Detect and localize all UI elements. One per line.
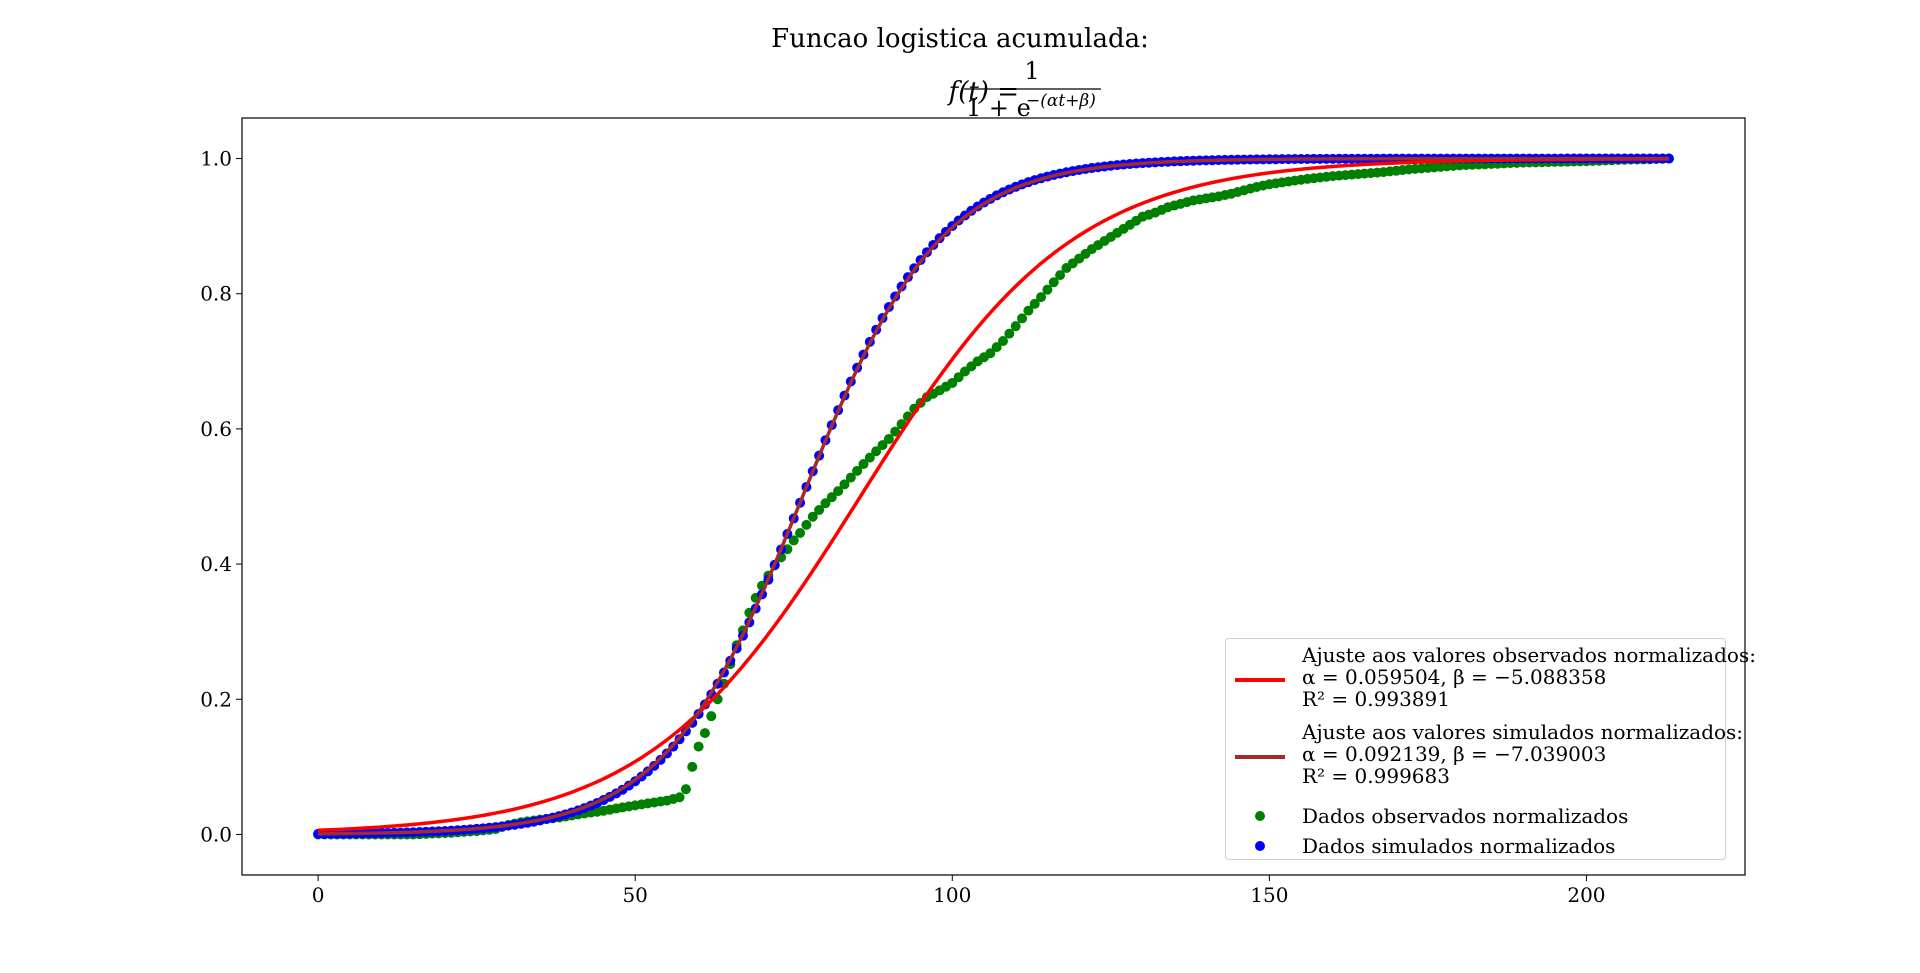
observed-point: [1010, 321, 1021, 332]
y-tick-label: 0.0: [200, 822, 232, 846]
observed-point: [814, 505, 825, 516]
observed-point: [1017, 313, 1028, 324]
observed-point: [674, 792, 685, 803]
legend-label-fit-observed-line2: α = 0.059504, β = −5.088358: [1302, 665, 1607, 689]
y-tick-label: 0.2: [200, 687, 232, 711]
x-tick-label: 100: [933, 883, 971, 907]
observed-point: [864, 452, 875, 463]
legend-swatch-fit-simulated: [1235, 755, 1285, 759]
formula-exponent: −(αt+β): [1026, 91, 1096, 111]
observed-point: [795, 527, 806, 538]
observed-point: [807, 511, 818, 522]
x-tick-label: 150: [1250, 883, 1288, 907]
chart-formula: f(t) =1 1 + e−(αt+β): [947, 57, 1101, 122]
y-tick-label: 0.4: [200, 552, 232, 576]
observed-point: [1048, 277, 1059, 288]
observed-point: [1029, 298, 1040, 309]
fit-line-observed: [318, 157, 1669, 833]
observed-point: [953, 372, 964, 383]
legend-label-fit-simulated-line3: R² = 0.999683: [1302, 764, 1450, 788]
observed-point: [693, 741, 704, 752]
legend-swatch-observed-data: [1255, 811, 1265, 821]
y-tick-label: 0.6: [200, 417, 232, 441]
formula-denominator: 1 + e: [966, 94, 1031, 122]
legend-label-simulated-data: Dados simulados normalizados: [1302, 834, 1616, 858]
observed-point: [833, 486, 844, 497]
formula-numerator: 1: [1024, 57, 1039, 85]
observed-point: [845, 472, 856, 483]
x-tick-label: 0: [312, 883, 325, 907]
x-tick-label: 200: [1567, 883, 1605, 907]
x-tick-label: 50: [622, 883, 647, 907]
formula-lhs: f(t) =: [947, 77, 1019, 107]
observed-point: [1004, 328, 1015, 339]
observed-point: [871, 446, 882, 457]
observed-point: [998, 336, 1009, 347]
legend-label-fit-simulated-line1: Ajuste aos valores simulados normalizado…: [1302, 720, 1744, 744]
observed-point: [947, 377, 958, 388]
observed-point: [877, 440, 888, 451]
observed-point: [858, 459, 869, 470]
y-tick-label: 1.0: [200, 147, 232, 171]
observed-point: [991, 342, 1002, 353]
observed-point: [883, 434, 894, 445]
observed-point: [788, 535, 799, 546]
observed-point: [1055, 270, 1066, 281]
observed-point: [1023, 305, 1034, 316]
legend-swatch-fit-observed: [1235, 678, 1285, 682]
fit-line-simulated: [318, 156, 1669, 836]
observed-point: [1036, 292, 1047, 303]
observed-point: [1042, 284, 1053, 295]
observed-point: [699, 728, 710, 739]
observed-point: [801, 519, 812, 530]
observed-point: [820, 498, 831, 509]
observed-point: [687, 761, 698, 772]
observed-point: [706, 711, 717, 722]
legend-label-observed-data: Dados observados normalizados: [1302, 804, 1629, 828]
observed-point: [890, 426, 901, 437]
legend-label-fit-simulated-line2: α = 0.092139, β = −7.039003: [1302, 742, 1607, 766]
y-tick-label: 0.8: [200, 282, 232, 306]
chart-legend: Ajuste aos valores observados normalizad…: [1225, 638, 1756, 860]
legend-label-fit-observed-line3: R² = 0.993891: [1302, 687, 1450, 711]
legend-label-fit-observed-line1: Ajuste aos valores observados normalizad…: [1302, 643, 1756, 667]
observed-point: [839, 479, 850, 490]
chart-title: Funcao logistica acumulada:: [771, 24, 1149, 54]
observed-point: [680, 784, 691, 795]
observed-point: [985, 348, 996, 359]
plot-frame: [241, 117, 1746, 876]
legend-swatch-simulated-data: [1255, 841, 1265, 851]
observed-point: [852, 465, 863, 476]
observed-point: [826, 492, 837, 503]
